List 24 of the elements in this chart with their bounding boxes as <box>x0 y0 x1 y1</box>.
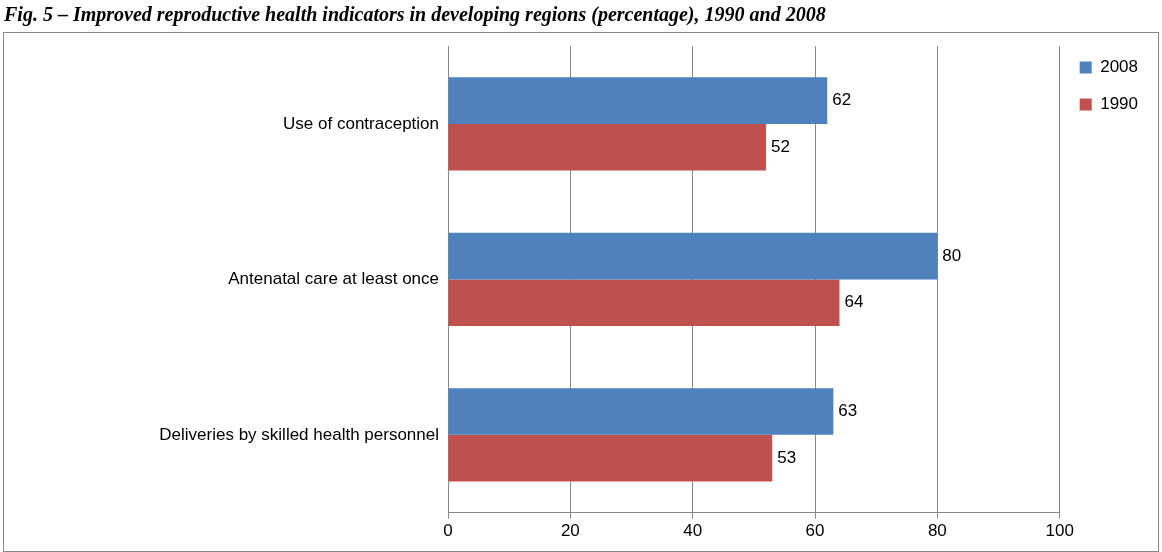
bar <box>448 77 828 124</box>
y-tick-label: Use of contraception <box>283 113 439 133</box>
data-label: 63 <box>838 401 858 421</box>
x-tick-label: 60 <box>805 521 825 541</box>
data-label: 80 <box>942 245 962 265</box>
data-label: 64 <box>844 292 864 312</box>
y-tick-label: Antenatal care at least once <box>228 269 439 289</box>
y-tick-label: Deliveries by skilled health personnel <box>159 424 439 444</box>
bar <box>448 123 767 171</box>
bar <box>448 279 840 327</box>
legend-label: 2008 <box>1100 57 1139 77</box>
x-tick-label: 80 <box>927 521 947 541</box>
chart-title: Fig. 5 – Improved reproductive health indicators in developing regions (percentage), 1990 and 2008 <box>3 2 827 28</box>
x-tick-label: 100 <box>1045 521 1074 541</box>
x-tick-label: 20 <box>560 521 580 541</box>
data-label: 53 <box>777 447 797 467</box>
data-label: 52 <box>771 136 790 156</box>
x-tick-label: 0 <box>443 521 453 541</box>
data-label: 62 <box>832 90 852 110</box>
bar <box>448 434 773 482</box>
bar <box>448 388 834 435</box>
x-tick-label: 40 <box>683 521 703 541</box>
legend-label: 1990 <box>1100 94 1139 114</box>
bar <box>448 232 938 280</box>
